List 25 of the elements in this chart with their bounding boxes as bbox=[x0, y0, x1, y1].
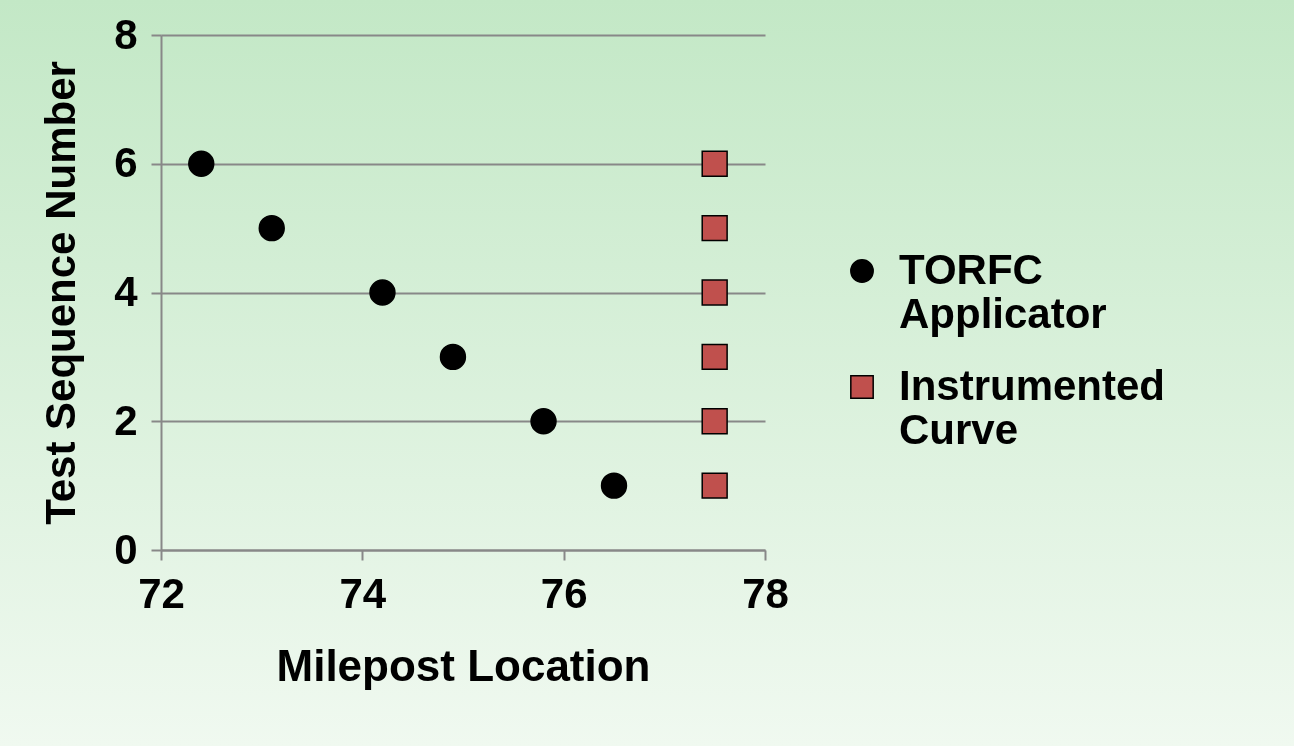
y-tick-label: 4 bbox=[114, 268, 139, 315]
x-tick-label: 76 bbox=[540, 569, 588, 617]
point bbox=[600, 472, 628, 499]
point bbox=[439, 343, 467, 371]
point bbox=[701, 150, 728, 177]
legend-label: TORFC Applicator bbox=[899, 246, 1107, 337]
point bbox=[258, 214, 285, 242]
y-tick-label: 6 bbox=[114, 139, 138, 187]
point bbox=[701, 214, 728, 242]
y-tick-label: 2 bbox=[114, 396, 138, 444]
y-tick-label: 0 bbox=[114, 525, 138, 573]
x-tick-label: 72 bbox=[138, 569, 185, 617]
x-tick-label: 78 bbox=[742, 569, 789, 617]
point bbox=[530, 408, 557, 435]
x-axis-title: Milepost Location bbox=[276, 640, 651, 690]
point bbox=[701, 279, 728, 306]
legend-label: Instrumented Curve bbox=[899, 362, 1166, 453]
x-tick-label: 74 bbox=[339, 569, 387, 617]
y-axis-title: Test Sequence Number bbox=[37, 61, 85, 525]
point bbox=[188, 150, 215, 177]
point bbox=[701, 408, 728, 435]
point bbox=[701, 343, 728, 371]
point bbox=[369, 279, 396, 306]
y-tick-label: 8 bbox=[114, 10, 138, 58]
point bbox=[701, 472, 728, 499]
